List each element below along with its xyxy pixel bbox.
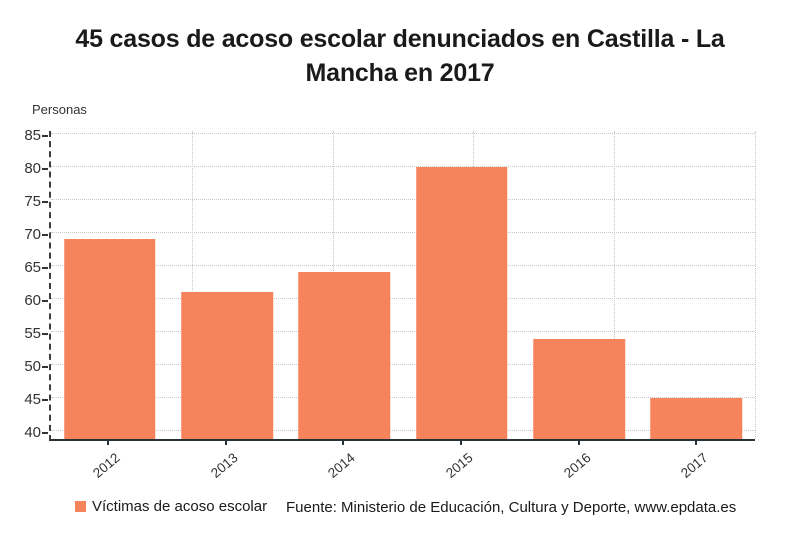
x-tick-2013	[224, 441, 227, 445]
chart-title-line2: Mancha en 2017	[305, 59, 495, 87]
x-gridline-1	[191, 131, 193, 439]
y-tick-40	[42, 432, 48, 435]
y-gridline-85	[51, 132, 755, 134]
x-tick-label-2015: 2015	[442, 450, 476, 481]
bar-2017[interactable]	[650, 398, 743, 439]
y-gridline-75	[51, 198, 755, 200]
y-tick-45	[42, 399, 48, 402]
y-tick-label-80: 80	[24, 159, 41, 177]
y-gridline-45	[51, 397, 755, 399]
bar-2016[interactable]	[533, 338, 625, 439]
legend-series-marker	[75, 501, 86, 512]
y-tick-label-65: 65	[24, 258, 41, 276]
y-tick-65	[42, 266, 48, 269]
y-gridline-55	[51, 330, 755, 332]
x-tick-label-2017: 2017	[678, 450, 711, 481]
x-tick-2016	[577, 441, 580, 445]
y-gridline-80	[51, 165, 755, 167]
y-tick-label-40: 40	[24, 424, 41, 442]
bar-2014[interactable]	[298, 272, 391, 439]
x-gridline-5	[755, 131, 756, 439]
y-tick-80	[42, 167, 48, 170]
y-gridline-60	[51, 297, 755, 299]
x-gridline-4	[614, 131, 616, 439]
x-tick-2012	[106, 441, 109, 445]
y-tick-70	[42, 233, 48, 236]
source-text: Fuente: Ministerio de Educación, Cultura…	[286, 499, 737, 516]
y-tick-label-50: 50	[24, 357, 41, 375]
y-tick-75	[42, 200, 48, 203]
chart-title-line1: 45 casos de acoso escolar denunciados en…	[75, 25, 725, 53]
x-tick-label-2013: 2013	[207, 450, 241, 481]
x-tick-2015	[459, 441, 462, 445]
y-tick-label-75: 75	[24, 192, 41, 210]
legend-item-victimas[interactable]: Víctimas de acoso escolar	[75, 498, 267, 515]
y-gridline-65	[51, 264, 755, 266]
plot-area	[49, 131, 756, 441]
y-tick-label-85: 85	[24, 126, 41, 144]
x-tick-label-2012: 2012	[89, 450, 123, 481]
y-tick-60	[42, 299, 48, 302]
y-tick-label-60: 60	[24, 291, 41, 309]
y-tick-label-70: 70	[24, 225, 41, 243]
y-tick-85	[42, 134, 48, 137]
y-axis-unit-label: Personas	[32, 102, 87, 117]
bar-2013[interactable]	[181, 292, 273, 439]
y-tick-50	[42, 365, 48, 368]
bar-2012[interactable]	[63, 239, 156, 439]
x-tick-label-2016: 2016	[560, 450, 594, 481]
y-tick-55	[42, 332, 48, 335]
y-gridline-70	[51, 231, 755, 233]
y-gridline-40	[51, 430, 755, 432]
x-tick-2017	[695, 441, 698, 445]
bar-2015[interactable]	[415, 166, 508, 439]
y-tick-label-55: 55	[24, 324, 41, 342]
y-gridline-50	[51, 363, 755, 365]
chart-title: 45 casos de acoso escolar denunciados en…	[30, 22, 770, 90]
x-tick-label-2014: 2014	[325, 450, 358, 481]
y-tick-label-45: 45	[24, 391, 41, 409]
x-tick-2014	[342, 441, 345, 445]
legend-series-label: Víctimas de acoso escolar	[92, 498, 268, 515]
